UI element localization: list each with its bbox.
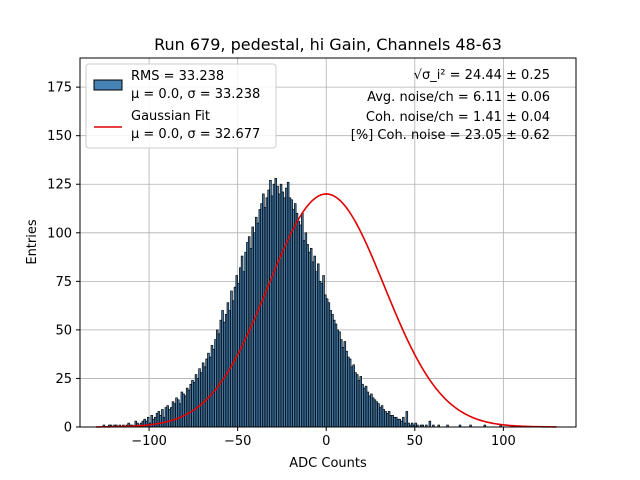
chart-title: Run 679, pedestal, hi Gain, Channels 48-… [154, 35, 502, 54]
y-axis-ticks: 0 25 50 75 100 125 150 175 [47, 81, 80, 436]
annotation-sigma: √σ_i² = 24.44 ± 0.25 [414, 68, 550, 83]
legend: RMS = 33.238 μ = 0.0, σ = 33.238 Gaussia… [85, 63, 277, 149]
x-tick-label: 0 [322, 434, 330, 449]
y-axis-label: Entries [25, 219, 40, 265]
legend-box [85, 63, 277, 149]
histogram-bar [428, 420, 432, 428]
x-tick-label: 100 [491, 434, 516, 449]
y-tick-label: 75 [55, 275, 72, 290]
noise-annotations: √σ_i² = 24.44 ± 0.25 Avg. noise/ch = 6.1… [351, 68, 550, 143]
y-tick-label: 100 [47, 226, 72, 241]
annotation-coh-noise: Coh. noise/ch = 1.41 ± 0.04 [366, 110, 550, 125]
plot-frame [79, 57, 577, 428]
y-tick-label: 175 [47, 81, 72, 96]
annotation-coh-noise-pct: [%] Coh. noise = 23.05 ± 0.62 [351, 128, 550, 143]
y-tick-label: 150 [47, 129, 72, 144]
legend-fit-label: Gaussian Fit [131, 109, 210, 124]
y-tick-label: 50 [55, 323, 72, 338]
gaussian-fit-line [95, 193, 557, 428]
histogram-bars [102, 178, 502, 428]
legend-histogram-swatch [93, 79, 123, 91]
y-tick-label: 125 [47, 178, 72, 193]
x-tick-label: 50 [407, 434, 424, 449]
y-tick-label: 25 [55, 372, 72, 387]
x-axis-label: ADC Counts [289, 456, 367, 471]
y-tick-label: 0 [64, 421, 72, 436]
x-axis-ticks: −100 −50 0 50 100 [131, 427, 516, 449]
legend-fit-stats: μ = 0.0, σ = 32.677 [131, 127, 260, 142]
legend-histogram-label: RMS = 33.238 [131, 69, 224, 84]
x-tick-label: −100 [131, 434, 167, 449]
legend-histogram-stats: μ = 0.0, σ = 33.238 [131, 87, 260, 102]
x-tick-label: −50 [224, 434, 251, 449]
annotation-avg-noise: Avg. noise/ch = 6.11 ± 0.06 [367, 90, 550, 105]
